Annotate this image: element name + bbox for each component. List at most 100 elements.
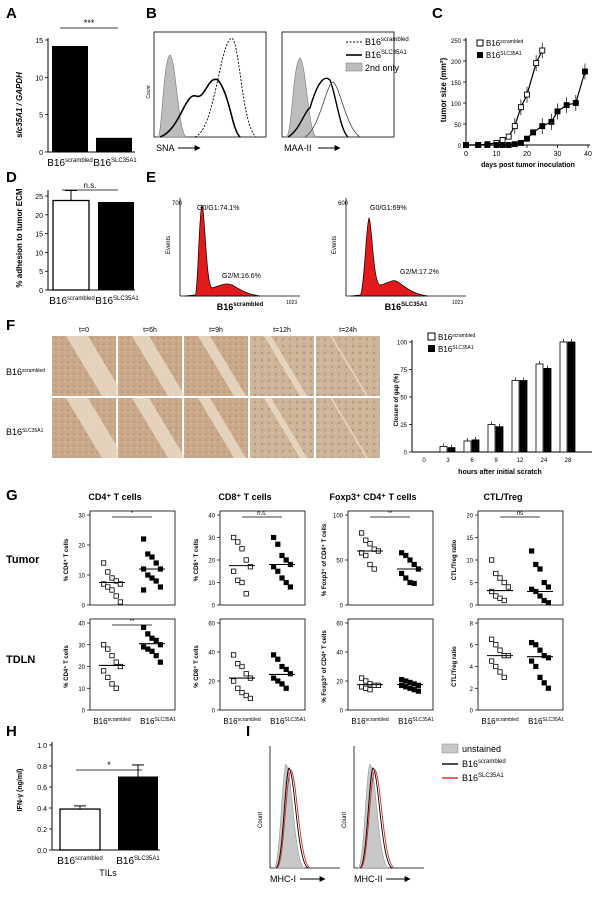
panel-g-plot-frame [347, 618, 434, 711]
panel-g-ylabel: % CD4⁺ T cells [63, 538, 70, 581]
panel-g-point [533, 561, 539, 568]
panel-g-plot-frame [219, 510, 306, 606]
panel-letter-i: I [246, 723, 250, 740]
panel-c-point [539, 123, 546, 130]
panel-g-point [488, 636, 495, 642]
panel-b-legend-slc35a1: B16SLC35A1 [365, 50, 407, 60]
panel-g-point [101, 560, 107, 566]
panel-h-xlabel-slc35a1: B16SLC35A1 [116, 856, 160, 867]
panel-g-point [247, 695, 253, 702]
panel-c-xtick: 20 [523, 151, 531, 158]
panel-c-ytick: 0 [458, 144, 462, 150]
panel-f-xlabel: hours after initial scratch [458, 469, 542, 476]
panel-g-plot-frame [219, 618, 306, 711]
panel-g-point [239, 690, 245, 696]
panel-c-legend-scrambled: B16scrambled [486, 39, 524, 48]
panel-g-ylabel: % CD8⁺ T cells [193, 645, 200, 688]
panel-h-ytick: 0.0 [37, 848, 47, 855]
panel-g-point [270, 652, 277, 658]
panel-letter-a: A [6, 5, 17, 22]
panel-c-xtick: 0 [464, 151, 468, 158]
panel-g-ytick: 0 [82, 604, 86, 610]
panel-g-point [153, 637, 159, 644]
panel-e-left-xlabel: B16scrambled [217, 302, 264, 312]
panel-b-sna-slc35a1 [159, 78, 241, 138]
panel-g-xlabel: B16scrambled [481, 717, 519, 726]
panel-g-point [493, 663, 499, 670]
panel-f-ytick: 25 [400, 423, 407, 429]
panel-c-point [505, 142, 512, 148]
panel-i: Count MHC-I Count MHC-II unstained B16sc… [258, 743, 506, 884]
panel-g-point [113, 593, 119, 599]
panel-d-ytick: 0 [39, 288, 43, 295]
panel-g-ytick: 2 [470, 687, 474, 693]
panel-g-point [545, 584, 552, 590]
panel-c-point [511, 141, 518, 148]
panel-g-point [537, 593, 543, 599]
panel-g-ytick: 60 [336, 622, 343, 628]
panel-c-point [539, 47, 546, 54]
panel-a-ylabel: slc35A1 / GAPDH [15, 72, 24, 138]
panel-b-sna-scrambled [194, 37, 257, 138]
panel-g-point [411, 687, 417, 693]
panel-g-point [105, 674, 111, 680]
panel-g-point [488, 588, 495, 595]
panel-g-ytick: 0 [212, 604, 216, 610]
panel-g-plot-frame [89, 510, 176, 606]
panel-g-point [140, 624, 147, 630]
panel-g-point [149, 635, 155, 641]
panel-g-point [235, 685, 241, 691]
panel-g-point [235, 539, 241, 545]
panel-c-xtick: 30 [554, 151, 562, 158]
panel-h-tils: TILs [99, 868, 117, 878]
panel-g-ytick: 4 [470, 665, 474, 671]
panel-b-maa-2nd-only [285, 57, 317, 138]
panel-b: Count SNA MAA-II B16scrambled B16SLC35A1… [146, 31, 409, 153]
panel-g-ylabel: % Foxp3⁺ of CD4⁺ T cells [321, 523, 328, 596]
panel-f-ytick: 0 [404, 451, 408, 457]
panel-c-point [493, 142, 500, 148]
panel-g-row-tumor: Tumor [6, 554, 40, 566]
panel-f-xtick: 24 [541, 458, 548, 464]
panel-g-point [270, 534, 277, 541]
panel-g-point [497, 669, 503, 675]
panel-g-ytick: 20 [208, 680, 215, 686]
panel-b-sna-label: SNA [156, 143, 175, 153]
panel-g-point [541, 680, 547, 686]
panel-g-point [488, 658, 495, 664]
panel-g-point [283, 685, 289, 691]
panel-d-significance: n.s. [84, 181, 97, 190]
panel-f-bar [471, 439, 480, 453]
panel-g-point [287, 671, 294, 677]
panel-g-point [493, 570, 499, 577]
panel-letter-c: C [432, 5, 443, 22]
panel-b-legend-2nd-only: 2nd only [365, 63, 400, 73]
panel-c-legend-slc35a1: B16SLC35A1 [486, 51, 522, 60]
panel-c-ytick: 150 [451, 81, 462, 87]
panel-letter-d: D [6, 169, 17, 186]
panel-c-xtick: 10 [493, 151, 501, 158]
panel-g-ytick: 10 [78, 574, 85, 580]
panel-h-bar-slc35a1 [118, 776, 158, 850]
panel-g-point [247, 564, 253, 570]
panel-a-bar-scrambled [52, 45, 88, 153]
panel-g-point [283, 666, 289, 673]
panel-e-left-ytop: 700 [172, 201, 183, 207]
panel-h-significance: * [107, 760, 111, 770]
panel-g-point [109, 681, 115, 687]
panel-d-ytick: 5 [39, 269, 43, 276]
panel-g-point [363, 685, 369, 691]
panel-g-point [545, 655, 552, 661]
panel-f-bar [439, 446, 448, 453]
panel-c-ytick: 250 [451, 39, 462, 45]
panel-f-scratch-gap [330, 398, 368, 458]
panel-letter-g: G [6, 487, 18, 504]
panel-g-ytick: 40 [208, 651, 215, 657]
panel-g-point [529, 639, 535, 646]
panel-i-legend-scrambled: B16scrambled [462, 759, 506, 769]
panel-f-legend-scrambled: B16scrambled [438, 333, 476, 342]
panel-f-scratch-gap [66, 398, 124, 458]
panel-g-col-title: Foxp3⁺ CD4⁺ T cells [329, 492, 416, 502]
panel-letter-e: E [146, 169, 156, 186]
panel-c: tumor size (mm²) 0 10 20 30 40 0 50 100 150 200 25… [439, 38, 592, 169]
